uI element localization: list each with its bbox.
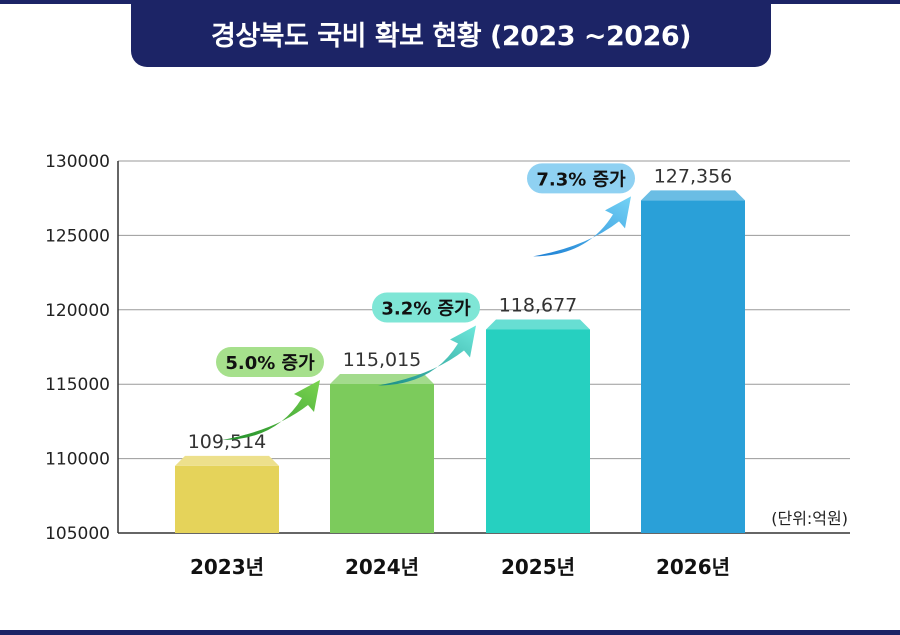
unit-note: (단위:억원) [771, 509, 848, 528]
y-tick-label: 110000 [45, 450, 110, 470]
x-tick-label: 2023년 [190, 555, 264, 579]
y-tick-label: 130000 [45, 152, 110, 172]
growth-badge [527, 163, 635, 194]
bar [641, 200, 745, 533]
bottom-border-line [0, 630, 900, 635]
y-tick-label: 125000 [45, 226, 110, 246]
data-label: 118,677 [499, 294, 578, 316]
x-tick-label: 2025년 [501, 555, 575, 579]
growth-badge-label: 5.0% 증가 [225, 353, 315, 374]
bar-cap [641, 190, 745, 201]
y-tick-label: 120000 [45, 301, 110, 321]
bar [330, 383, 434, 533]
growth-badge [372, 292, 480, 323]
growth-arrow [222, 379, 320, 440]
bar [486, 329, 590, 533]
bar-cap [175, 455, 279, 466]
data-label: 127,356 [654, 165, 733, 187]
x-tick-label: 2024년 [345, 555, 419, 579]
growth-badge-label: 3.2% 증가 [381, 298, 471, 319]
growth-arrow [378, 325, 476, 386]
title-banner: 경상북도 국비 확보 현황 (2023 ~2026) [131, 0, 771, 67]
growth-arrow [533, 196, 631, 257]
x-tick-label: 2026년 [656, 555, 730, 579]
y-tick-label: 115000 [45, 375, 110, 395]
y-tick-label: 105000 [45, 524, 110, 544]
data-label: 115,015 [343, 349, 422, 371]
bar [175, 465, 279, 533]
growth-badge-label: 7.3% 증가 [536, 169, 626, 190]
chart-title: 경상북도 국비 확보 현황 (2023 ~2026) [211, 21, 692, 52]
growth-badge [216, 346, 324, 377]
bar-cap [486, 319, 590, 330]
